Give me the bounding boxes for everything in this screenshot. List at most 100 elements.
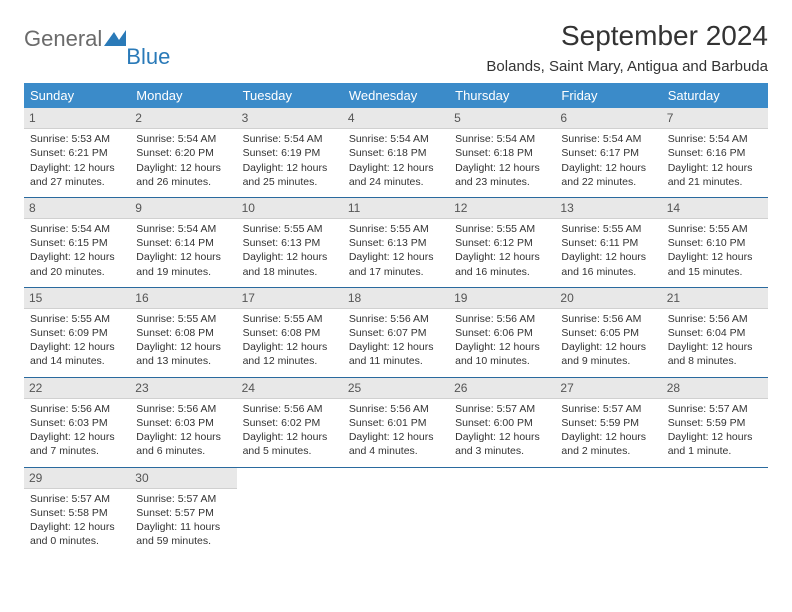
sunset-value: 6:09 PM — [69, 327, 108, 339]
daylight-line: Daylight: 12 hours and 6 minutes. — [136, 430, 230, 458]
daylight-label: Daylight: — [136, 162, 180, 174]
cell-text: Sunrise: 5:55 AMSunset: 6:08 PMDaylight:… — [241, 312, 339, 369]
sunset-line: Sunset: 6:21 PM — [30, 146, 124, 160]
daylight-line: Daylight: 12 hours and 15 minutes. — [668, 250, 762, 278]
day-number: 16 — [130, 288, 236, 309]
day-number: 26 — [449, 378, 555, 399]
sunset-value: 6:13 PM — [387, 237, 426, 249]
sunset-label: Sunset: — [30, 147, 69, 159]
sunset-value: 6:05 PM — [600, 327, 639, 339]
sunrise-line: Sunrise: 5:57 AM — [136, 492, 230, 506]
sunset-line: Sunset: 6:03 PM — [30, 416, 124, 430]
daylight-label: Daylight: — [349, 341, 393, 353]
daylight-line: Daylight: 12 hours and 20 minutes. — [30, 250, 124, 278]
sunrise-label: Sunrise: — [136, 223, 177, 235]
day-number: 8 — [24, 198, 130, 219]
calendar-cell: 14Sunrise: 5:55 AMSunset: 6:10 PMDayligh… — [662, 197, 768, 287]
day-number: 15 — [24, 288, 130, 309]
daylight-label: Daylight: — [349, 251, 393, 263]
sunrise-line: Sunrise: 5:57 AM — [455, 402, 549, 416]
sunset-label: Sunset: — [243, 147, 282, 159]
sunset-value: 6:17 PM — [600, 147, 639, 159]
sunrise-label: Sunrise: — [243, 403, 284, 415]
calendar-cell: 19Sunrise: 5:56 AMSunset: 6:06 PMDayligh… — [449, 287, 555, 377]
cell-text: Sunrise: 5:54 AMSunset: 6:15 PMDaylight:… — [28, 222, 126, 279]
daylight-line: Daylight: 12 hours and 17 minutes. — [349, 250, 443, 278]
sunset-value: 6:01 PM — [387, 417, 426, 429]
sunrise-line: Sunrise: 5:55 AM — [349, 222, 443, 236]
day-number: 1 — [24, 108, 130, 129]
sunrise-line: Sunrise: 5:54 AM — [349, 132, 443, 146]
cell-text: Sunrise: 5:54 AMSunset: 6:18 PMDaylight:… — [347, 132, 445, 189]
sunrise-line: Sunrise: 5:57 AM — [668, 402, 762, 416]
sunset-value: 6:10 PM — [706, 237, 745, 249]
daylight-line: Daylight: 12 hours and 8 minutes. — [668, 340, 762, 368]
sunset-value: 6:13 PM — [281, 237, 320, 249]
calendar-cell: 1Sunrise: 5:53 AMSunset: 6:21 PMDaylight… — [24, 108, 130, 197]
sunset-line: Sunset: 6:17 PM — [561, 146, 655, 160]
cell-text: Sunrise: 5:55 AMSunset: 6:09 PMDaylight:… — [28, 312, 126, 369]
calendar-cell: 11Sunrise: 5:55 AMSunset: 6:13 PMDayligh… — [343, 197, 449, 287]
daylight-line: Daylight: 12 hours and 16 minutes. — [455, 250, 549, 278]
sunrise-line: Sunrise: 5:55 AM — [243, 222, 337, 236]
sunset-label: Sunset: — [136, 237, 175, 249]
sunset-line: Sunset: 6:02 PM — [243, 416, 337, 430]
sunset-value: 6:07 PM — [387, 327, 426, 339]
sunset-value: 6:06 PM — [494, 327, 533, 339]
sunset-value: 6:19 PM — [281, 147, 320, 159]
daylight-label: Daylight: — [349, 431, 393, 443]
sunrise-line: Sunrise: 5:57 AM — [30, 492, 124, 506]
sunset-value: 6:08 PM — [175, 327, 214, 339]
sunrise-value: 5:54 AM — [178, 133, 217, 145]
logo-triangle-icon — [104, 30, 126, 48]
calendar-cell — [555, 467, 661, 556]
daylight-line: Daylight: 12 hours and 10 minutes. — [455, 340, 549, 368]
sunrise-label: Sunrise: — [349, 403, 390, 415]
daylight-label: Daylight: — [349, 162, 393, 174]
cell-text: Sunrise: 5:57 AMSunset: 5:59 PMDaylight:… — [559, 402, 657, 459]
daylight-label: Daylight: — [668, 162, 712, 174]
sunset-label: Sunset: — [243, 417, 282, 429]
sunset-label: Sunset: — [136, 147, 175, 159]
calendar-week: 29Sunrise: 5:57 AMSunset: 5:58 PMDayligh… — [24, 467, 768, 556]
daylight-label: Daylight: — [668, 251, 712, 263]
daylight-line: Daylight: 12 hours and 9 minutes. — [561, 340, 655, 368]
daylight-label: Daylight: — [455, 162, 499, 174]
day-number: 23 — [130, 378, 236, 399]
sunset-line: Sunset: 6:09 PM — [30, 326, 124, 340]
calendar-cell: 13Sunrise: 5:55 AMSunset: 6:11 PMDayligh… — [555, 197, 661, 287]
title-block: September 2024 Bolands, Saint Mary, Anti… — [486, 20, 768, 75]
daylight-line: Daylight: 12 hours and 1 minute. — [668, 430, 762, 458]
sunrise-label: Sunrise: — [668, 313, 709, 325]
calendar-cell: 6 Sunrise: 5:54 AMSunset: 6:17 PMDaylight… — [555, 108, 661, 197]
sunrise-value: 5:55 AM — [390, 223, 429, 235]
sunset-value: 6:03 PM — [175, 417, 214, 429]
cell-text: Sunrise: 5:56 AMSunset: 6:07 PMDaylight:… — [347, 312, 445, 369]
sunrise-label: Sunrise: — [455, 133, 496, 145]
sunset-label: Sunset: — [349, 417, 388, 429]
day-number: 6 — [555, 108, 661, 129]
sunrise-value: 5:55 AM — [603, 223, 642, 235]
sunset-line: Sunset: 6:14 PM — [136, 236, 230, 250]
sunset-value: 6:11 PM — [600, 237, 638, 249]
sunset-line: Sunset: 6:20 PM — [136, 146, 230, 160]
sunset-line: Sunset: 6:18 PM — [455, 146, 549, 160]
sunset-label: Sunset: — [30, 507, 69, 519]
sunrise-value: 5:57 AM — [497, 403, 536, 415]
sunrise-line: Sunrise: 5:54 AM — [668, 132, 762, 146]
daylight-line: Daylight: 12 hours and 3 minutes. — [455, 430, 549, 458]
sunrise-value: 5:56 AM — [709, 313, 748, 325]
sunrise-line: Sunrise: 5:54 AM — [30, 222, 124, 236]
sunset-label: Sunset: — [455, 327, 494, 339]
sunset-value: 6:04 PM — [706, 327, 745, 339]
cell-text: Sunrise: 5:54 AMSunset: 6:19 PMDaylight:… — [241, 132, 339, 189]
calendar-cell: 24Sunrise: 5:56 AMSunset: 6:02 PMDayligh… — [237, 377, 343, 467]
sunrise-line: Sunrise: 5:53 AM — [30, 132, 124, 146]
cell-text: Sunrise: 5:54 AMSunset: 6:17 PMDaylight:… — [559, 132, 657, 189]
sunset-label: Sunset: — [136, 417, 175, 429]
sunrise-label: Sunrise: — [243, 133, 284, 145]
day-header: Monday — [130, 83, 236, 108]
day-number: 28 — [662, 378, 768, 399]
sunrise-line: Sunrise: 5:54 AM — [455, 132, 549, 146]
sunrise-label: Sunrise: — [30, 313, 71, 325]
